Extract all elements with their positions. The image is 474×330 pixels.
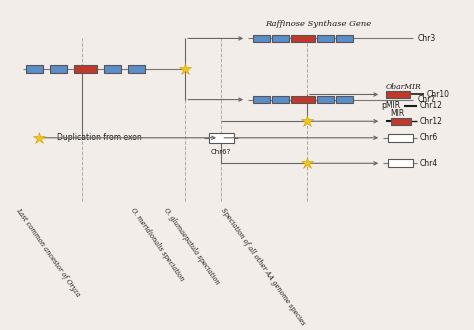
Bar xyxy=(388,159,413,167)
Bar xyxy=(50,65,67,73)
Bar xyxy=(291,35,315,42)
Text: O. meridionalis speciation: O. meridionalis speciation xyxy=(128,207,185,283)
Text: Duplication from exon: Duplication from exon xyxy=(57,133,142,142)
Bar xyxy=(128,65,145,73)
Text: ObarMIR: ObarMIR xyxy=(386,83,421,91)
Text: Chr12: Chr12 xyxy=(419,117,442,126)
Bar xyxy=(386,91,410,98)
Text: pMIR: pMIR xyxy=(381,101,400,111)
Text: O. glumaepatula speciation: O. glumaepatula speciation xyxy=(162,207,221,286)
Text: Chr7: Chr7 xyxy=(417,95,436,104)
Bar xyxy=(291,96,315,103)
Text: Last common ancestor of Oryza: Last common ancestor of Oryza xyxy=(14,207,82,299)
Text: Chr4: Chr4 xyxy=(419,159,438,168)
Bar xyxy=(104,65,121,73)
Bar xyxy=(336,35,353,42)
Bar xyxy=(74,65,98,73)
Bar xyxy=(26,65,44,73)
Text: Chr10: Chr10 xyxy=(426,90,449,99)
Bar xyxy=(336,96,353,103)
Text: Chr6: Chr6 xyxy=(419,133,438,142)
Bar xyxy=(209,133,234,143)
Bar xyxy=(317,96,334,103)
Bar xyxy=(272,35,289,42)
Text: Chr6?: Chr6? xyxy=(211,149,231,155)
Bar xyxy=(253,96,270,103)
Text: MIR: MIR xyxy=(390,109,404,118)
Bar xyxy=(391,118,411,124)
Text: Chr3: Chr3 xyxy=(417,34,436,43)
Bar xyxy=(253,35,270,42)
Text: Chr12: Chr12 xyxy=(419,101,442,111)
Text: Speciation of all other AA genome species: Speciation of all other AA genome specie… xyxy=(219,207,307,327)
Bar xyxy=(388,134,413,142)
Bar xyxy=(272,96,289,103)
Bar xyxy=(317,35,334,42)
Text: Raffinose Synthase Gene: Raffinose Synthase Gene xyxy=(265,20,371,28)
